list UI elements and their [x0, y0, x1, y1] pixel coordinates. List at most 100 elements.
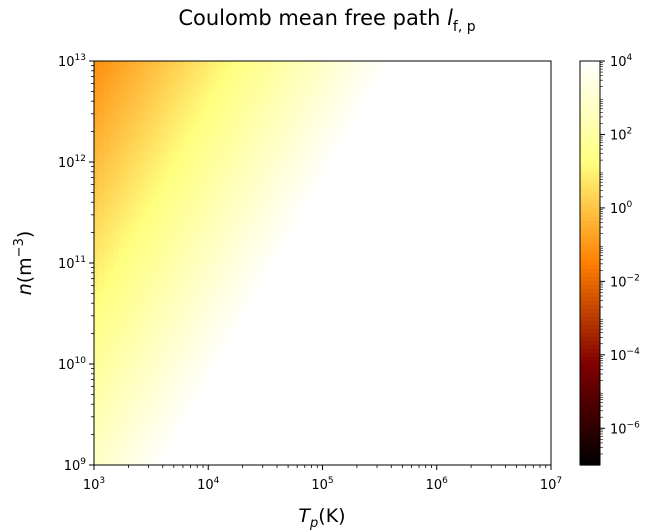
- heatmap-cell: [392, 212, 398, 219]
- heatmap-cell: [208, 222, 214, 229]
- heatmap-cell: [128, 263, 135, 269]
- heatmap-cell: [113, 217, 120, 224]
- heatmap-cell: [387, 182, 393, 188]
- heatmap-cell: [481, 222, 488, 229]
- heatmap-cell: [426, 207, 433, 214]
- heatmap-cell: [322, 131, 329, 138]
- heatmap-cell: [392, 177, 398, 183]
- heatmap-cell: [421, 328, 428, 335]
- heatmap-cell: [516, 141, 522, 148]
- heatmap-cell: [203, 91, 209, 97]
- heatmap-cell: [133, 242, 140, 249]
- heatmap-cell: [347, 162, 353, 168]
- heatmap-cell: [287, 76, 294, 82]
- heatmap-cell: [392, 318, 398, 325]
- heatmap-cell: [506, 106, 512, 113]
- heatmap-cell: [277, 313, 284, 320]
- heatmap-cell: [233, 96, 239, 102]
- heatmap-cell: [347, 257, 353, 264]
- heatmap-cell: [387, 222, 393, 229]
- heatmap-cell: [421, 131, 428, 138]
- heatmap-cell: [148, 242, 155, 249]
- heatmap-cell: [322, 237, 329, 244]
- heatmap-cell: [173, 182, 180, 188]
- heatmap-cell: [347, 187, 353, 193]
- heatmap-cell: [357, 101, 363, 108]
- heatmap-cell: [406, 106, 413, 113]
- heatmap-cell: [118, 81, 125, 87]
- heatmap-cell: [218, 323, 224, 330]
- heatmap-cell: [471, 116, 478, 123]
- heatmap-cell: [506, 207, 512, 214]
- heatmap-cell: [372, 192, 378, 198]
- heatmap-cell: [128, 222, 135, 229]
- heatmap-cell: [436, 237, 443, 244]
- heatmap-cell: [411, 172, 418, 178]
- heatmap-cell: [123, 217, 130, 224]
- heatmap-cell: [516, 288, 522, 294]
- heatmap-cell: [521, 116, 527, 123]
- heatmap-cell: [367, 146, 373, 153]
- heatmap-cell: [501, 187, 507, 193]
- heatmap-cell: [247, 71, 254, 77]
- heatmap-cell: [421, 257, 428, 264]
- heatmap-cell: [158, 156, 165, 163]
- heatmap-cell: [133, 227, 140, 234]
- heatmap-cell: [238, 283, 244, 289]
- heatmap-cell: [392, 71, 398, 77]
- heatmap-cell: [173, 323, 180, 330]
- heatmap-cell: [252, 121, 259, 128]
- heatmap-cell: [183, 91, 189, 97]
- heatmap-cell: [262, 217, 269, 224]
- heatmap-cell: [138, 61, 145, 67]
- heatmap-cell: [103, 96, 110, 102]
- heatmap-cell: [357, 162, 363, 168]
- heatmap-cell: [342, 217, 348, 224]
- heatmap-cell: [123, 283, 130, 289]
- heatmap-cell: [208, 151, 214, 158]
- heatmap-cell: [188, 126, 194, 133]
- heatmap-cell: [367, 167, 373, 173]
- heatmap-cell: [401, 222, 408, 229]
- heatmap-cell: [133, 217, 140, 224]
- heatmap-cell: [228, 76, 234, 82]
- heatmap-cell: [416, 151, 423, 158]
- heatmap-cell: [123, 126, 130, 133]
- heatmap-cell: [98, 237, 105, 244]
- heatmap-cell: [213, 121, 219, 128]
- heatmap-cell: [272, 202, 279, 209]
- heatmap-cell: [382, 96, 388, 102]
- heatmap-cell: [193, 257, 199, 264]
- heatmap-cell: [163, 318, 170, 325]
- heatmap-cell: [541, 197, 547, 203]
- heatmap-cell: [327, 96, 334, 102]
- heatmap-cell: [312, 111, 319, 118]
- heatmap-cell: [416, 116, 423, 123]
- heatmap-cell: [94, 207, 100, 214]
- heatmap-cell: [94, 192, 100, 198]
- heatmap-cell: [347, 202, 353, 209]
- heatmap-cell: [113, 323, 120, 330]
- heatmap-cell: [103, 111, 110, 118]
- heatmap-cell: [148, 278, 155, 284]
- heatmap-cell: [168, 126, 175, 133]
- heatmap-cell: [372, 76, 378, 82]
- heatmap-cell: [183, 116, 189, 123]
- heatmap-cell: [262, 207, 269, 214]
- heatmap-cell: [208, 288, 214, 294]
- heatmap-cell: [213, 167, 219, 173]
- heatmap-cell: [158, 116, 165, 123]
- heatmap-cell: [546, 151, 551, 158]
- heatmap-cell: [113, 283, 120, 289]
- heatmap-cell: [322, 126, 329, 133]
- heatmap-cell: [158, 96, 165, 102]
- heatmap-cell: [307, 268, 314, 274]
- heatmap-cell: [521, 293, 527, 299]
- heatmap-cell: [401, 111, 408, 118]
- heatmap-cell: [213, 192, 219, 198]
- heatmap-cell: [451, 76, 458, 82]
- heatmap-cell: [456, 162, 463, 168]
- heatmap-cell: [387, 227, 393, 234]
- heatmap-cell: [411, 278, 418, 284]
- heatmap-cell: [406, 217, 413, 224]
